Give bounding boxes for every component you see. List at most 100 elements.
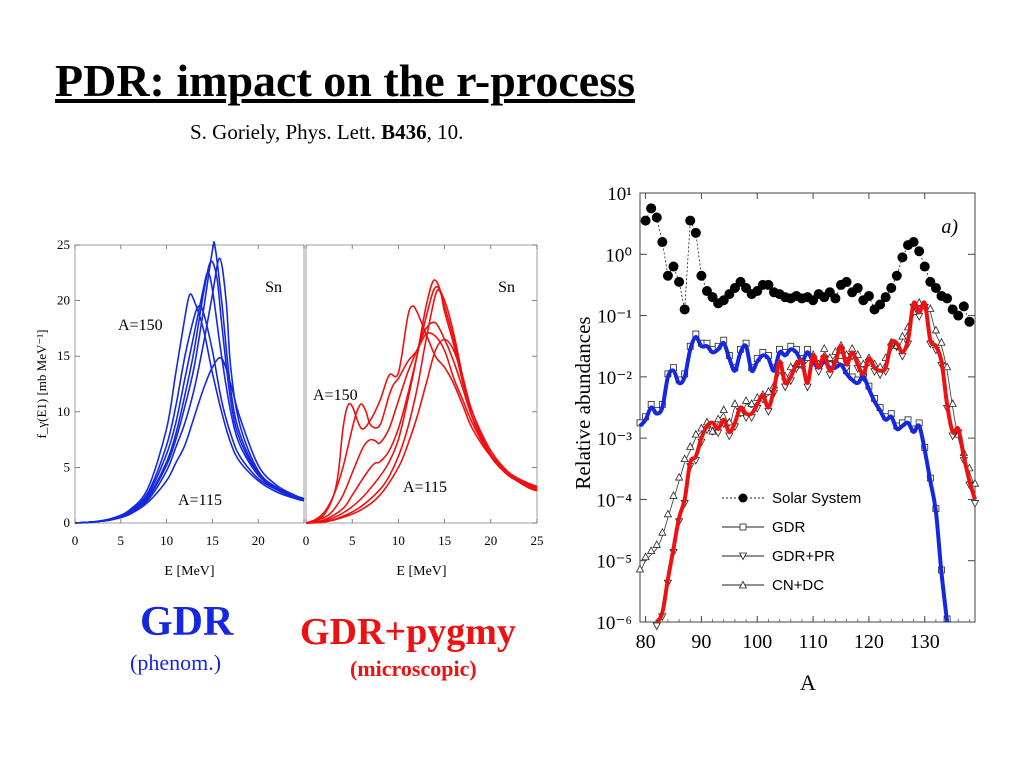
ref-suffix: , 10.: [426, 120, 464, 144]
cndc-marker: [713, 414, 723, 423]
legend-label: CN+DC: [772, 577, 824, 594]
strength-curve: [305, 279, 538, 524]
x-tick-label: 130: [910, 631, 940, 653]
solar-system-point: [953, 310, 964, 321]
y-axis-label: f_γ(E1) [mb MeV⁻¹]: [34, 330, 49, 439]
gdr-marker: [739, 523, 747, 531]
x-tick-label: 20: [252, 533, 265, 548]
legend-label: GDR+PR: [772, 548, 835, 565]
solar-system-point: [685, 215, 696, 226]
solar-system-point: [875, 299, 886, 310]
gdrpr-marker: [652, 622, 661, 631]
cndc-marker: [948, 399, 957, 407]
solar-system-point: [662, 270, 673, 281]
y-tick-label: 10⁻³: [597, 429, 632, 450]
solar-system-point: [657, 237, 668, 248]
mass-label-top: A=150: [118, 317, 163, 334]
gdr-label: GDR: [140, 599, 234, 645]
solar-system-point: [852, 282, 863, 293]
strength-panel-frame: [74, 244, 305, 524]
y-tick-label: 15: [57, 348, 70, 363]
y-tick-label: 10⁻⁶: [596, 613, 632, 634]
legend-marker-solar: [738, 493, 748, 503]
cndc-marker: [931, 325, 941, 334]
y-tick-label: 0: [64, 515, 71, 530]
cndc-marker: [730, 399, 740, 407]
series-thin-line: [639, 305, 976, 574]
solar-system-point: [930, 282, 941, 293]
ref-volume: B436: [381, 120, 427, 144]
reference: S. Goriely, Phys. Lett. B436, 10.: [190, 120, 463, 145]
strength-curve: [74, 304, 305, 524]
solar-system-point: [679, 304, 690, 315]
solar-system-point: [964, 316, 975, 327]
x-tick-label: 0: [72, 533, 79, 548]
gdr-pygmy-sublabel: (microscopic): [350, 656, 477, 681]
solar-system-point: [696, 270, 707, 281]
strength-curve: [305, 288, 538, 524]
solar-system-point: [763, 279, 774, 290]
solar-system-point: [891, 270, 902, 281]
cndc-marker: [652, 540, 661, 548]
solar-system-point: [886, 282, 897, 293]
solar-system-point: [674, 276, 685, 287]
gdr-curve: [638, 335, 950, 623]
solar-system-point: [830, 293, 841, 304]
x-tick-label: 5: [118, 533, 125, 548]
solar-system-point: [908, 237, 919, 248]
cndc-marker: [825, 353, 835, 361]
cndc-marker: [926, 304, 935, 312]
strength-curve: [305, 305, 538, 524]
abundance-panel-frame: [639, 192, 976, 623]
cndc-marker: [674, 472, 684, 481]
gdr-pr-curve: [655, 300, 977, 624]
mass-label-bottom: A=115: [403, 479, 447, 496]
x-tick-label: 20: [484, 533, 497, 548]
panel-label: a): [941, 216, 958, 238]
solar-system-point: [841, 276, 852, 287]
x-axis-label: E [MeV]: [164, 564, 214, 579]
legend-label: GDR: [772, 519, 806, 536]
x-tick-label: 80: [636, 631, 656, 653]
x-axis-label: A: [800, 670, 816, 695]
cndc-marker: [741, 396, 751, 404]
cndc-marker: [820, 343, 829, 352]
y-tick-label: 20: [57, 293, 70, 308]
solar-system-point: [897, 252, 908, 263]
x-tick-label: 15: [438, 533, 451, 548]
y-tick-label: 25: [57, 237, 70, 252]
slide-title: PDR: impact on the r-process: [55, 55, 636, 106]
solar-system-point: [651, 212, 662, 223]
cndc-marker: [663, 509, 673, 518]
solar-system-point: [958, 301, 969, 312]
cndc-marker: [691, 429, 701, 438]
gdrpr-marker: [738, 552, 748, 561]
gdr-sublabel: (phenom.): [130, 650, 222, 675]
solar-system-point: [880, 292, 891, 303]
x-axis-label: E [MeV]: [396, 564, 446, 579]
gdrpr-marker: [898, 352, 907, 361]
cndc-marker: [686, 442, 695, 450]
strength-curve: [305, 332, 538, 524]
ref-prefix: S. Goriely, Phys. Lett.: [190, 120, 382, 144]
x-tick-label: 15: [206, 533, 219, 548]
mass-label-bottom: A=115: [178, 492, 222, 509]
solar-system-point: [919, 261, 930, 272]
y-tick-label: 10⁻¹: [597, 307, 632, 328]
strength-curve: [74, 356, 305, 524]
nucleus-label: Sn: [265, 279, 282, 296]
solar-system-point: [646, 203, 657, 214]
cndc-marker: [635, 564, 645, 573]
cndc-marker: [708, 426, 717, 435]
y-tick-label: 10⁻⁵: [596, 552, 632, 573]
cndc-marker: [719, 405, 728, 414]
y-tick-label: 10¹: [607, 184, 632, 205]
solar-system-point: [640, 215, 651, 226]
x-tick-label: 25: [531, 533, 544, 548]
strength-curve: [74, 271, 305, 524]
y-tick-label: 10: [57, 404, 70, 419]
x-tick-label: 0: [303, 533, 310, 548]
cndc-marker: [970, 478, 980, 487]
y-tick-label: 5: [64, 459, 71, 474]
cndc-marker: [937, 337, 946, 346]
